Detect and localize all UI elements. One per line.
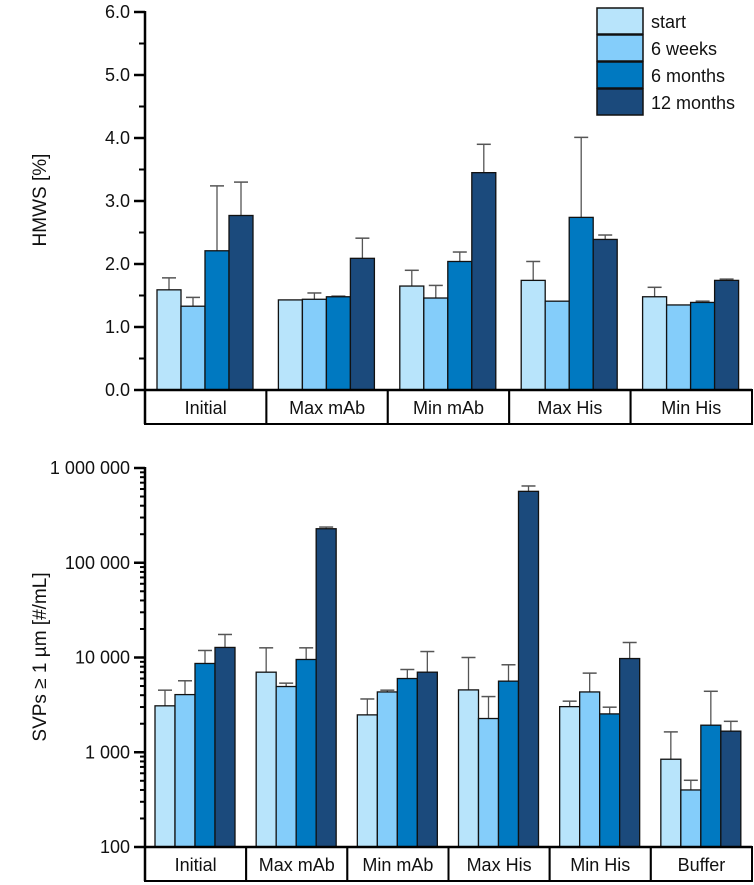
bar-12-months-min-mab bbox=[416, 671, 438, 848]
bottom-y-axis-title: SVPs ≥ 1 µm [#/mL] bbox=[30, 572, 51, 741]
top-y-axis-title: HMWS [%] bbox=[30, 154, 51, 247]
y-tick-label: 3.0 bbox=[105, 191, 130, 211]
bar-6-weeks-buffer bbox=[680, 789, 702, 848]
y-tick-label: 6.0 bbox=[105, 2, 130, 22]
bar-6-weeks-min-his bbox=[579, 691, 601, 848]
bar-12-months-max-his bbox=[517, 490, 540, 848]
bar-6-months-initial bbox=[194, 662, 216, 848]
legend: start 6 weeks 6 months 12 months bbox=[596, 7, 735, 116]
legend-swatch-start bbox=[596, 7, 644, 35]
bar-start-initial bbox=[154, 705, 176, 848]
category-label: Initial bbox=[175, 855, 217, 875]
y-tick-label: 1.0 bbox=[105, 317, 130, 337]
y-tick-label: 5.0 bbox=[105, 65, 130, 85]
category-box bbox=[548, 846, 652, 882]
category-label: Initial bbox=[185, 398, 227, 418]
category-box bbox=[447, 846, 551, 882]
bar-6-weeks-max-his bbox=[544, 300, 570, 391]
category-label: Min mAb bbox=[413, 398, 484, 418]
bar-6-months-initial bbox=[204, 250, 230, 391]
bottom-plot-svps: 100 1 000 10 000 100 000 1 000 000 Initial Max… bbox=[50, 458, 753, 882]
bar-12-months-min-his bbox=[713, 279, 740, 391]
bar-start-min-mab bbox=[356, 714, 378, 848]
bar-6-weeks-min-mab bbox=[423, 297, 449, 391]
bar-6-weeks-initial bbox=[174, 693, 196, 848]
bar-start-max-his bbox=[457, 689, 480, 848]
category-box bbox=[245, 846, 349, 882]
y-tick-label: 0.0 bbox=[105, 380, 130, 400]
bar-start-min-his bbox=[559, 705, 581, 848]
bar-6-months-max-mab bbox=[295, 658, 317, 848]
bar-start-max-his bbox=[520, 279, 546, 391]
bar-6-weeks-max-his bbox=[477, 717, 500, 848]
legend-label: 6 weeks bbox=[651, 39, 717, 59]
bar-12-months-initial bbox=[214, 646, 236, 848]
bar-12-months-buffer bbox=[720, 730, 742, 848]
bar-6-months-max-his bbox=[568, 216, 594, 391]
legend-swatch-12-months bbox=[596, 88, 644, 116]
bar-6-weeks-min-mab bbox=[376, 691, 398, 848]
y-tick-label: 100 000 bbox=[65, 553, 130, 573]
legend-swatch-6-weeks bbox=[596, 34, 644, 62]
bar-6-weeks-max-mab bbox=[301, 298, 328, 391]
y-tick-label: 10 000 bbox=[75, 648, 130, 668]
bar-start-min-mab bbox=[399, 285, 425, 391]
y-tick-label: 100 bbox=[100, 837, 130, 857]
y-tick-label: 1 000 bbox=[85, 742, 130, 762]
legend-label: 6 months bbox=[651, 66, 725, 86]
bar-6-months-min-his bbox=[689, 301, 716, 391]
bar-6-weeks-initial bbox=[180, 305, 206, 391]
category-label: Max His bbox=[537, 398, 602, 418]
legend-swatch-6-months bbox=[596, 61, 644, 89]
bar-start-max-mab bbox=[255, 671, 277, 848]
legend-label: start bbox=[651, 12, 686, 32]
bar-6-weeks-max-mab bbox=[275, 685, 297, 848]
bar-12-months-initial bbox=[228, 214, 254, 391]
y-tick-label: 1 000 000 bbox=[50, 458, 130, 478]
category-label: Min mAb bbox=[362, 855, 433, 875]
bar-12-months-min-his bbox=[619, 657, 641, 848]
bar-start-max-mab bbox=[277, 299, 304, 391]
category-label: Max mAb bbox=[259, 855, 335, 875]
category-box bbox=[265, 389, 389, 425]
category-label: Buffer bbox=[678, 855, 726, 875]
bar-12-months-max-mab bbox=[315, 528, 337, 848]
bar-12-months-max-mab bbox=[349, 257, 376, 391]
category-label: Min His bbox=[661, 398, 721, 418]
category-label: Max mAb bbox=[289, 398, 365, 418]
bar-6-months-buffer bbox=[700, 724, 722, 848]
bar-6-months-max-his bbox=[497, 680, 520, 848]
bar-start-buffer bbox=[660, 758, 682, 848]
bar-6-months-max-mab bbox=[325, 296, 352, 391]
y-tick-label: 2.0 bbox=[105, 254, 130, 274]
bar-6-months-min-mab bbox=[447, 260, 473, 391]
bar-start-initial bbox=[156, 289, 182, 391]
category-label: Min His bbox=[570, 855, 630, 875]
bar-12-months-min-mab bbox=[471, 171, 497, 391]
y-tick-label: 4.0 bbox=[105, 128, 130, 148]
bar-6-months-min-his bbox=[599, 713, 621, 848]
bar-6-weeks-min-his bbox=[665, 304, 692, 391]
bar-6-months-min-mab bbox=[396, 677, 418, 848]
top-plot-hmws: 0.0 1.0 2.0 3.0 4.0 5.0 6.0 Initial Max mAb Min m… bbox=[105, 2, 753, 425]
bar-12-months-max-his bbox=[592, 238, 618, 391]
bar-start-min-his bbox=[641, 296, 668, 391]
category-label: Max His bbox=[467, 855, 532, 875]
legend-label: 12 months bbox=[651, 93, 735, 113]
